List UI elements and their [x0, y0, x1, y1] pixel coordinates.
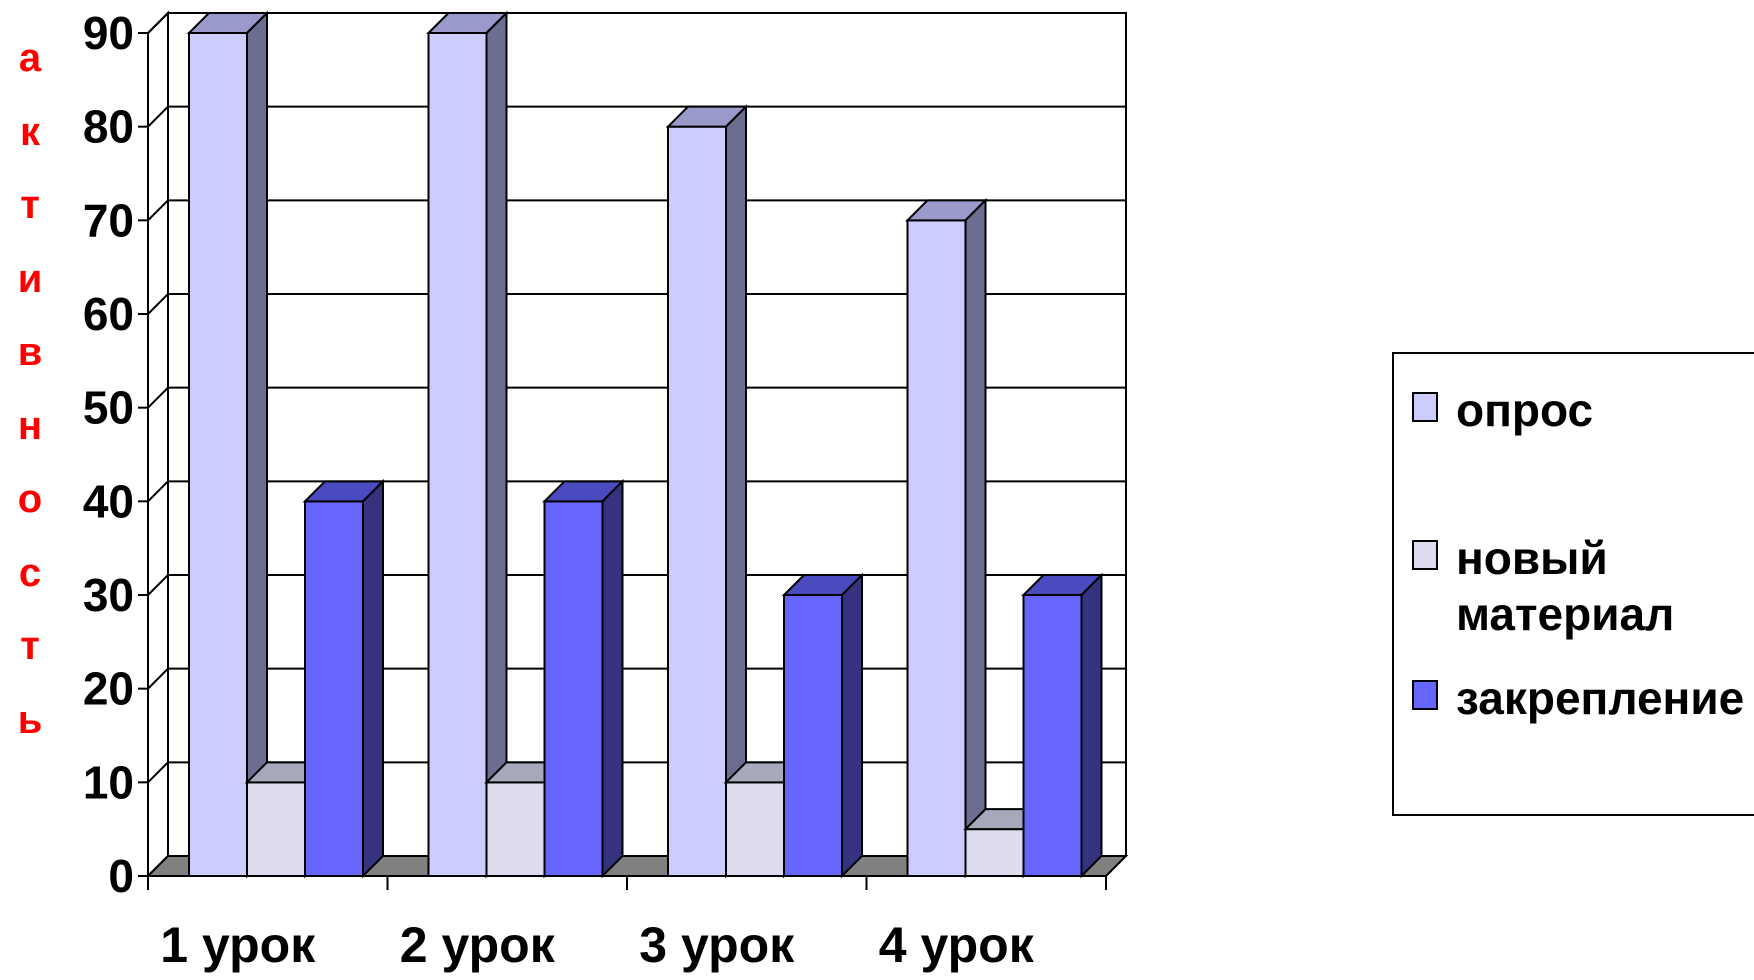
gridline: [147, 293, 1126, 315]
y-tick-label: 40: [83, 475, 134, 527]
bar-front: [188, 32, 248, 877]
gridline: [147, 480, 1126, 503]
bar: [542, 478, 625, 879]
y-tick-label: 30: [83, 569, 134, 621]
gridline: [147, 386, 1126, 409]
y-tick-label: 10: [83, 756, 134, 808]
y-tick-label: 60: [83, 288, 134, 340]
legend-swatch: [1412, 680, 1438, 710]
bar-side: [964, 197, 987, 879]
bar: [905, 197, 988, 879]
side-wall: [147, 10, 169, 879]
bar-side: [725, 104, 747, 879]
bar: [302, 478, 386, 879]
y-tick-label: 80: [83, 101, 134, 153]
y-tick-labels: 0 10 20 30 40 50 60 70 80 90: [83, 7, 134, 902]
gridline: [147, 105, 1126, 128]
bar-front: [543, 500, 604, 877]
x-tick-label: 1 урок: [160, 917, 316, 973]
y-axis-label-letter: н: [17, 403, 43, 448]
bar-front: [906, 219, 967, 878]
y-tick-label: 50: [83, 382, 134, 434]
bar-side: [841, 572, 863, 879]
y-tick-label: 90: [83, 7, 134, 59]
axes: [138, 32, 1107, 890]
bar-front: [783, 594, 843, 877]
bar: [426, 10, 509, 879]
bar: [186, 10, 270, 879]
gridline: [147, 12, 1126, 34]
bar-front: [304, 500, 364, 877]
y-tick-label: 70: [83, 194, 134, 246]
bar-side: [485, 10, 508, 879]
bar-front: [964, 828, 1025, 878]
bar-side: [362, 478, 384, 879]
y-axis-label-letter: к: [19, 109, 41, 154]
y-axis-label-letter: и: [17, 256, 43, 301]
bar-front: [427, 32, 488, 877]
legend-item: опрос: [1412, 382, 1754, 438]
bar-front: [667, 125, 727, 877]
y-axis-label-letter: с: [18, 550, 42, 595]
y-axis-label-letter: ь: [17, 697, 43, 742]
bar-side: [601, 478, 624, 879]
legend-label: новый материал: [1456, 532, 1675, 640]
bar-front: [485, 781, 546, 877]
legend-label: опрос: [1456, 384, 1594, 436]
legend-label: закрепление: [1456, 672, 1745, 724]
y-axis-label-letter: в: [17, 330, 43, 374]
y-axis-label-letter: т: [20, 624, 40, 668]
x-tick-label: 2 урок: [400, 917, 556, 973]
x-tick-label: 3 урок: [639, 917, 795, 973]
gridline: [147, 199, 1126, 222]
x-tick-label: 4 урок: [879, 917, 1035, 973]
legend: опрос новый материал закрепление: [1392, 352, 1754, 816]
bar-front: [246, 781, 306, 877]
y-tick-label: 0: [108, 850, 134, 902]
bar-side: [246, 10, 268, 879]
bar: [665, 104, 749, 879]
bar: [1021, 572, 1104, 879]
x-tick-labels: 1 урок 2 урок 3 урок 4 урок: [160, 917, 1034, 973]
y-axis-label-letter: т: [20, 183, 40, 227]
y-axis-label-letter: о: [17, 477, 43, 521]
bar: [781, 572, 865, 879]
y-axis-label-letter: а: [18, 36, 42, 80]
legend-item: закрепление: [1412, 670, 1754, 726]
y-tick-label: 20: [83, 663, 134, 715]
legend-swatch: [1412, 540, 1438, 570]
bar-side: [1080, 572, 1103, 879]
bar-front: [725, 781, 785, 877]
legend-item: новый материал: [1412, 530, 1754, 642]
bar-front: [1022, 594, 1083, 877]
legend-swatch: [1412, 392, 1438, 422]
